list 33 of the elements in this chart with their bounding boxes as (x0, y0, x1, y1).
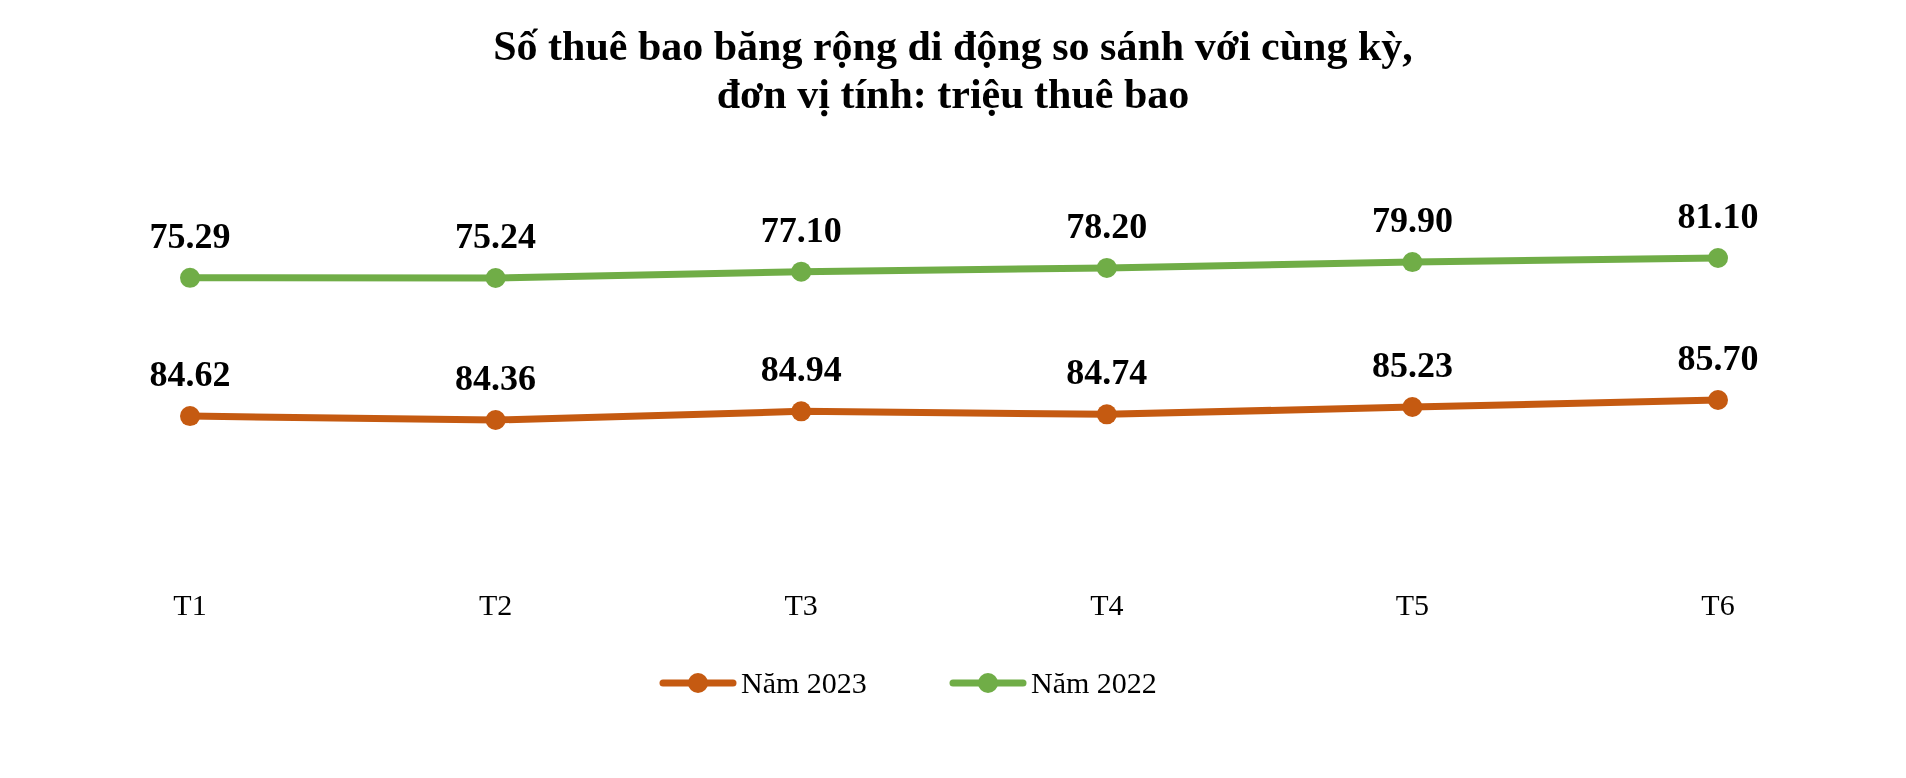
data-label: 81.10 (1677, 196, 1759, 236)
x-tick-label: T6 (1701, 588, 1735, 621)
data-label: 77.10 (760, 209, 842, 250)
point (1402, 252, 1423, 273)
data-label: 84.94 (760, 349, 842, 390)
point (180, 267, 200, 288)
x-tick-label: T5 (1395, 588, 1430, 621)
point (180, 406, 200, 427)
point (1096, 257, 1117, 278)
data-label: 85.23 (1371, 345, 1453, 386)
data-label: 75.24 (455, 216, 537, 256)
x-tick-label: T2 (478, 588, 513, 621)
data-label: 84.62 (149, 354, 231, 395)
legend-label: Năm 2022 (1031, 666, 1157, 699)
point (791, 401, 812, 422)
data-label: 79.90 (1371, 200, 1453, 241)
x-tick-label: T1 (173, 588, 207, 621)
point (791, 261, 812, 282)
x-tick-label: T3 (784, 588, 818, 621)
point (1402, 397, 1423, 418)
point (1708, 248, 1728, 268)
x-tick-label: T4 (1090, 588, 1124, 621)
data-label: 75.29 (149, 215, 231, 256)
data-label: 85.70 (1677, 338, 1759, 378)
point (1708, 390, 1728, 410)
point (1096, 404, 1117, 425)
chart-title: Số thuê bao băng rộng di động so sánh với cùng kỳ, đơn vị tính: triệu thuê bao (493, 23, 1413, 117)
data-label: 84.74 (1066, 352, 1148, 393)
data-label: 84.36 (455, 358, 537, 398)
point (485, 268, 506, 288)
data-label: 78.20 (1066, 205, 1148, 246)
legend-label: Năm 2023 (741, 666, 867, 699)
point (485, 410, 506, 430)
